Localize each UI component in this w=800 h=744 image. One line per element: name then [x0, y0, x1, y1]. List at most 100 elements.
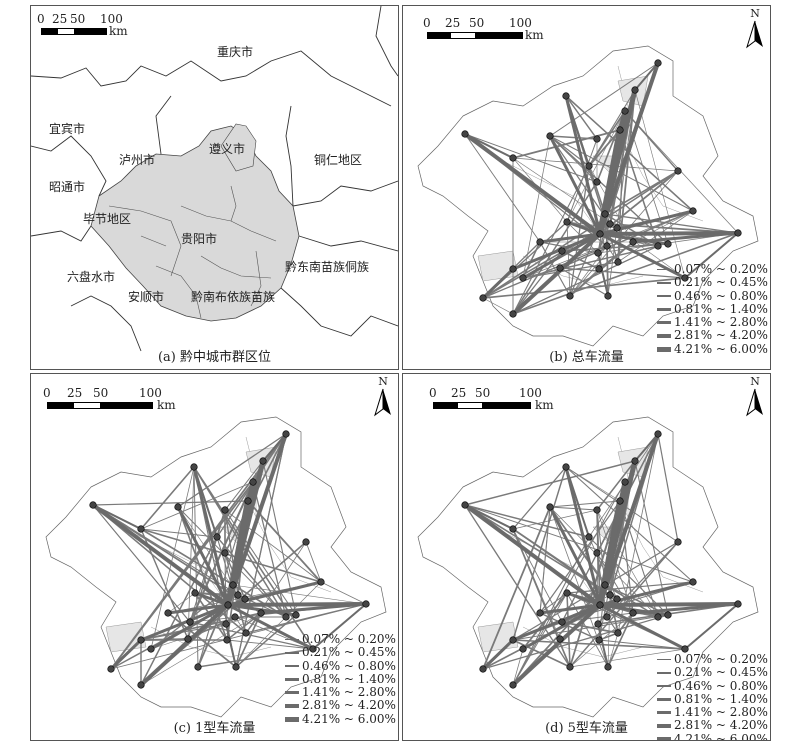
flow-link-major [463, 503, 602, 607]
panel-b-caption: (b) 总车流量 [549, 350, 624, 365]
legend-item: 0.21% ~ 0.45% [657, 275, 768, 289]
legend-swatch [657, 269, 671, 271]
legend-swatch [285, 665, 299, 668]
legend-swatch [657, 346, 671, 352]
legend-item: 0.07% ~ 0.20% [657, 262, 768, 276]
scale-bar-b: 0 25 50 100 km [423, 16, 545, 42]
province-boundaries [31, 6, 398, 352]
flow-link [565, 466, 694, 583]
city-node [654, 59, 662, 67]
legend-swatch [657, 282, 671, 284]
legend-label: 0.07% ~ 0.20% [302, 632, 396, 646]
north-arrow-b: N [743, 7, 767, 49]
city-node [631, 457, 639, 465]
flow-link-major [176, 506, 230, 606]
flow-link-major [598, 62, 660, 235]
flow-link-major [150, 603, 229, 651]
city-node [558, 618, 566, 626]
flow-link [512, 245, 659, 315]
flow-link-major [481, 267, 515, 300]
city-node [674, 167, 682, 175]
flow-link [224, 509, 297, 616]
city-node [593, 135, 601, 143]
city-node [601, 210, 609, 218]
city-node [613, 595, 621, 603]
legend-label: 0.07% ~ 0.20% [674, 262, 768, 276]
flow-link [177, 506, 239, 596]
place-label: 黔东南苗族侗族 [285, 260, 370, 274]
legend-label: 1.41% ~ 2.80% [674, 705, 768, 720]
city-node [616, 126, 624, 134]
flow-link [482, 506, 551, 670]
city-node [223, 636, 231, 644]
scale-bar-graphic [41, 28, 107, 35]
city-node [664, 611, 672, 619]
flow-link [565, 95, 598, 140]
northern-region-fill [220, 123, 257, 172]
legend-swatch [285, 639, 299, 641]
legend-label: 0.21% ~ 0.45% [302, 645, 396, 660]
flow-link-major [564, 466, 602, 606]
legend-swatch [285, 691, 299, 695]
city-node [184, 635, 192, 643]
north-label: N [750, 7, 760, 20]
flow-link [235, 612, 262, 668]
flow-link-major [548, 506, 602, 606]
city-node [614, 629, 622, 637]
flow-link [482, 170, 679, 299]
flow-link [539, 592, 568, 614]
flow-link [252, 481, 287, 618]
legend-item: 0.81% ~ 1.40% [657, 692, 768, 706]
place-label: 黔南布依族苗族 [191, 290, 276, 304]
city-node [509, 265, 517, 273]
flow-link-major [632, 602, 739, 615]
city-node [594, 620, 602, 628]
city-node [461, 130, 469, 138]
scale-bar-d: 0 25 50 100 km [429, 386, 571, 412]
city-node [689, 578, 697, 586]
city-node [479, 665, 487, 673]
city-node [244, 497, 252, 505]
city-node [224, 601, 232, 609]
city-node [137, 681, 145, 689]
city-node [566, 292, 574, 300]
flow-link-major [598, 433, 660, 606]
city-node [147, 645, 155, 653]
legend-swatch [657, 736, 671, 740]
flow-link-major [512, 232, 601, 271]
legend-label: 0.46% ~ 0.80% [302, 658, 396, 673]
city-node [614, 258, 622, 266]
city-node [595, 636, 603, 644]
city-node [563, 589, 571, 597]
flow-link-major [566, 220, 601, 236]
flow-link [539, 500, 621, 614]
flow-link [512, 639, 686, 650]
flow-link-major [109, 638, 143, 671]
city-node [674, 538, 682, 546]
flow-link [539, 241, 571, 297]
scale-tick: 0 [429, 386, 437, 400]
city-node [509, 525, 517, 533]
city-node [213, 533, 221, 541]
flow-link [522, 592, 568, 650]
flow-link-major [539, 232, 601, 244]
legend-swatch [285, 652, 299, 654]
flow-link [598, 639, 686, 650]
flow-link [619, 500, 659, 618]
flow-link [140, 528, 218, 538]
flow-link-major [634, 62, 659, 91]
city-node [282, 430, 290, 438]
north-label: N [378, 375, 388, 388]
city-node [242, 629, 250, 637]
legend-swatch [657, 308, 671, 311]
legend-label: 1.41% ~ 2.80% [302, 685, 396, 700]
flow-map-d [417, 416, 759, 718]
flow-link [464, 133, 598, 183]
flow-link-major [565, 95, 590, 167]
place-label: 重庆市 [217, 45, 254, 59]
panel-a-location-map: 0 25 50 100 km 重庆市 宜宾市 泸州市 遵义市 铜仁地区 昭通市 … [30, 5, 399, 370]
city-node [621, 478, 629, 486]
city-node [654, 430, 662, 438]
flow-link [92, 504, 191, 623]
legend-swatch [657, 685, 671, 688]
